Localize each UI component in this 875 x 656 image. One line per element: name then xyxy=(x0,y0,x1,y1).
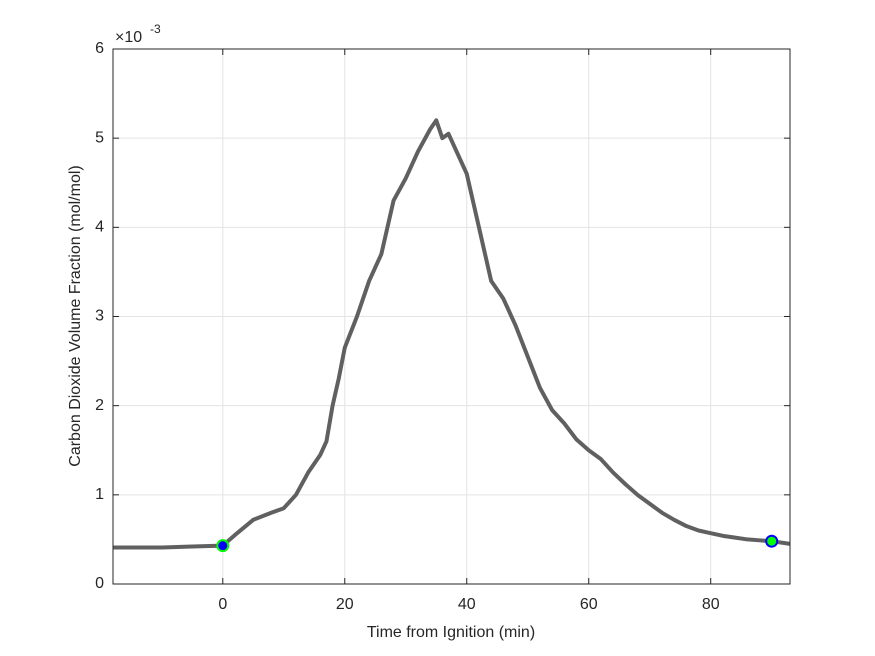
x-tick-label: 80 xyxy=(702,596,720,613)
x-tick-label: 20 xyxy=(336,596,354,613)
y-tick-label: 5 xyxy=(95,129,104,146)
x-tick-label: 40 xyxy=(458,596,476,613)
x-tick-label: 0 xyxy=(218,596,227,613)
y-tick-label: 3 xyxy=(95,308,104,325)
x-tick-label: 60 xyxy=(580,596,598,613)
y-multiplier-exponent: -3 xyxy=(150,22,161,36)
y-tick-label: 1 xyxy=(95,486,104,503)
y-tick-label: 0 xyxy=(95,575,104,592)
y-multiplier: ×10 xyxy=(115,29,142,46)
marks xyxy=(113,118,791,553)
y-tick-label: 4 xyxy=(95,219,104,236)
y-tick-label: 6 xyxy=(95,40,104,57)
point-marker xyxy=(765,534,779,548)
point-marker xyxy=(216,539,230,553)
data-line xyxy=(113,118,791,550)
x-axis-label: Time from Ignition (min) xyxy=(367,624,535,641)
y-axis-label: Carbon Dioxide Volume Fraction (mol/mol) xyxy=(67,165,84,466)
y-tick-label: 2 xyxy=(95,397,104,414)
